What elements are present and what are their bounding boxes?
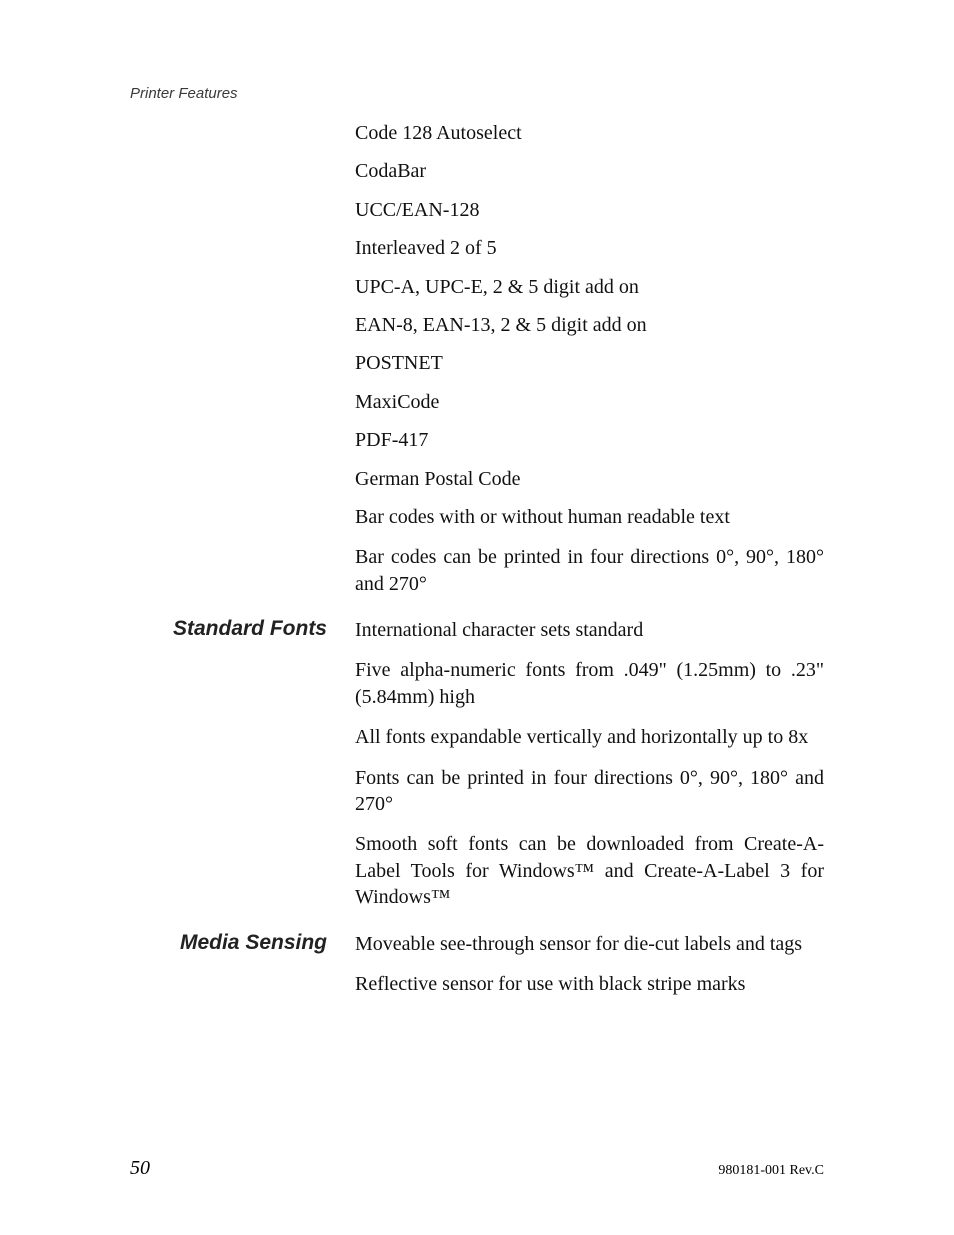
- label-col: Standard Fonts: [130, 617, 355, 641]
- standard-fonts-body: International character sets standard Fi…: [355, 617, 824, 925]
- label-col: Media Sensing: [130, 931, 355, 955]
- barcode-item: CodaBar: [355, 158, 824, 184]
- section-media-sensing: Media Sensing Moveable see-through senso…: [130, 931, 824, 1012]
- doc-revision: 980181-001 Rev.C: [718, 1163, 824, 1179]
- barcode-item: EAN-8, EAN-13, 2 & 5 digit add on: [355, 312, 824, 338]
- standard-fonts-label: Standard Fonts: [173, 617, 327, 640]
- barcode-item: Interleaved 2 of 5: [355, 235, 824, 261]
- barcode-item: UCC/EAN-128: [355, 197, 824, 223]
- section-standard-fonts: Standard Fonts International character s…: [130, 617, 824, 925]
- barcode-item: POSTNET: [355, 350, 824, 376]
- fonts-item: Fonts can be printed in four directions …: [355, 765, 824, 818]
- page: Printer Features Code 128 Autoselect Cod…: [0, 0, 954, 1235]
- media-item: Moveable see-through sensor for die-cut …: [355, 931, 824, 957]
- running-header: Printer Features: [130, 85, 824, 102]
- barcode-item: Bar codes with or without human readable…: [355, 504, 824, 530]
- barcode-item: PDF-417: [355, 427, 824, 453]
- content: Code 128 Autoselect CodaBar UCC/EAN-128 …: [130, 120, 824, 1011]
- media-item: Reflective sensor for use with black str…: [355, 971, 824, 997]
- barcode-item: Bar codes can be printed in four directi…: [355, 544, 824, 597]
- barcodes-body: Code 128 Autoselect CodaBar UCC/EAN-128 …: [355, 120, 824, 611]
- page-number: 50: [130, 1157, 150, 1180]
- footer: 50 980181-001 Rev.C: [130, 1157, 824, 1180]
- barcode-item: Code 128 Autoselect: [355, 120, 824, 146]
- fonts-item: Five alpha-numeric fonts from .049" (1.2…: [355, 657, 824, 710]
- barcode-item: German Postal Code: [355, 466, 824, 492]
- media-sensing-label: Media Sensing: [180, 931, 327, 954]
- barcode-item: MaxiCode: [355, 389, 824, 415]
- media-sensing-body: Moveable see-through sensor for die-cut …: [355, 931, 824, 1012]
- fonts-item: International character sets standard: [355, 617, 824, 643]
- fonts-item: Smooth soft fonts can be downloaded from…: [355, 831, 824, 910]
- fonts-item: All fonts expandable vertically and hori…: [355, 724, 824, 750]
- section-barcodes: Code 128 Autoselect CodaBar UCC/EAN-128 …: [130, 120, 824, 611]
- barcode-item: UPC-A, UPC-E, 2 & 5 digit add on: [355, 274, 824, 300]
